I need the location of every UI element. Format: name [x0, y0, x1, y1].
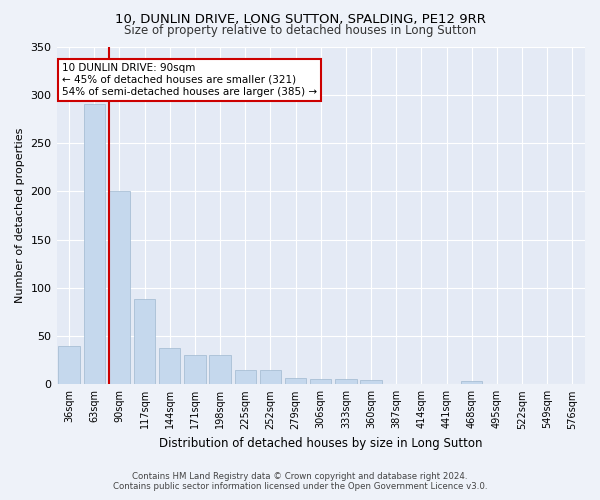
Text: 10 DUNLIN DRIVE: 90sqm
← 45% of detached houses are smaller (321)
54% of semi-de: 10 DUNLIN DRIVE: 90sqm ← 45% of detached…: [62, 64, 317, 96]
Y-axis label: Number of detached properties: Number of detached properties: [15, 128, 25, 303]
Bar: [83, 104, 105, 384]
X-axis label: Distribution of detached houses by size in Long Sutton: Distribution of detached houses by size …: [159, 437, 482, 450]
Text: Contains HM Land Registry data © Crown copyright and database right 2024.: Contains HM Land Registry data © Crown c…: [132, 472, 468, 481]
Bar: [109, 192, 130, 384]
Text: Size of property relative to detached houses in Long Sutton: Size of property relative to detached ho…: [124, 24, 476, 37]
Bar: [335, 380, 356, 384]
Bar: [310, 380, 331, 384]
Bar: [361, 380, 382, 384]
Bar: [58, 346, 80, 385]
Bar: [209, 356, 231, 384]
Bar: [184, 356, 206, 384]
Bar: [134, 300, 155, 384]
Text: 10, DUNLIN DRIVE, LONG SUTTON, SPALDING, PE12 9RR: 10, DUNLIN DRIVE, LONG SUTTON, SPALDING,…: [115, 12, 485, 26]
Text: Contains public sector information licensed under the Open Government Licence v3: Contains public sector information licen…: [113, 482, 487, 491]
Bar: [260, 370, 281, 384]
Bar: [159, 348, 181, 385]
Bar: [235, 370, 256, 384]
Bar: [461, 382, 482, 384]
Bar: [285, 378, 307, 384]
